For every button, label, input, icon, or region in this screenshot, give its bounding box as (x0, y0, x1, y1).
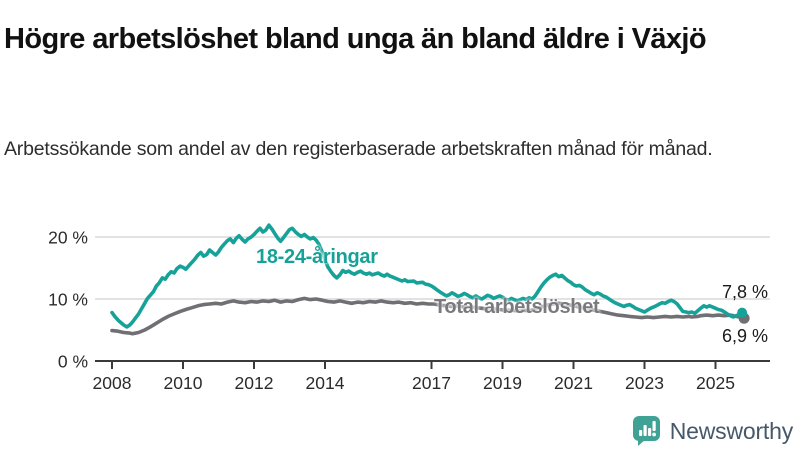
chart-subtitle: Arbetssökande som andel av den registerb… (4, 137, 713, 160)
series-line-total (110, 296, 744, 336)
newsworthy-icon (632, 416, 660, 446)
x-tick-label: 2023 (625, 373, 664, 393)
y-tick-label: 20 % (48, 228, 88, 248)
series-label-youth: 18-24-åringar (256, 246, 378, 268)
x-tick-label: 2017 (412, 373, 451, 393)
newsworthy-logo[interactable]: Newsworthy (632, 415, 793, 447)
series-line-youth (110, 223, 744, 329)
x-tick-label: 2008 (93, 373, 132, 393)
series-end-dot (738, 312, 750, 324)
end-value-youth: 7,8 % (721, 282, 768, 302)
x-tick-label: 2014 (306, 373, 345, 393)
x-tick-label: 2021 (554, 373, 593, 393)
x-tick-label: 2019 (483, 373, 522, 393)
y-tick-label: 0 % (58, 352, 88, 372)
x-tick-label: 2010 (164, 373, 203, 393)
end-value-total: 6,9 % (721, 326, 768, 346)
y-tick-label: 10 % (48, 290, 88, 310)
series-end-dot (737, 307, 748, 318)
page-title: Högre arbetslöshet bland unga än bland ä… (4, 23, 707, 56)
newsworthy-wordmark: Newsworthy (669, 417, 793, 444)
series-label-total: Total arbetslöshet (434, 296, 600, 318)
x-tick-label: 2012 (235, 373, 274, 393)
x-tick-label: 2025 (696, 373, 735, 393)
